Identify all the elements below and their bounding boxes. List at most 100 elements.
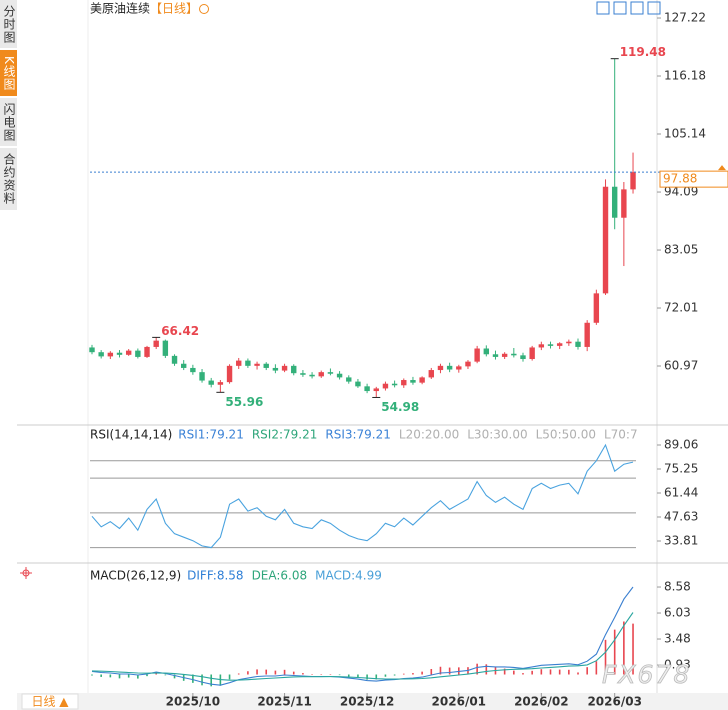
y-tick-label: 47.63 [664,509,698,523]
macd-bar [558,669,561,675]
period-button-box[interactable] [21,693,79,710]
legend-item: L50:50.00 [536,428,596,442]
line-series [91,443,634,549]
line-series [91,612,634,681]
candle-body [318,372,324,377]
macd-bar [439,666,442,675]
extreme-label: 66.42 [161,324,199,338]
macd-bar [604,639,607,675]
extreme-label: 55.96 [225,395,263,409]
candle-body [520,355,526,360]
last-price-box [659,170,728,188]
macd-bar [201,674,203,686]
candle-body [483,348,490,355]
y-tick-label: 6.03 [664,606,691,620]
macd-bar [302,673,304,675]
candle-body [556,343,563,346]
macd-icon[interactable] [20,567,32,579]
candle-body [529,347,535,360]
y-tick-label: 127.22 [664,11,706,25]
legend-item: L70:7 [604,428,638,442]
legend-item: MACD:4.99 [315,569,382,583]
macd-bar [513,670,515,675]
candle-body [538,344,545,348]
macd-bar [384,674,387,677]
last-price-label: 97.88 [663,172,697,186]
candle-body [373,388,379,392]
candle-body [355,381,361,387]
macd-bar [595,661,598,675]
macd-bar [320,674,323,675]
last-price-arrow [718,165,726,171]
extreme-label: 119.48 [620,45,666,59]
macd-bar [329,674,332,675]
macd-bar [632,623,634,675]
candle-body [171,355,178,364]
macd-bar [100,674,102,677]
macd-bar [485,664,488,675]
macd-bar [109,674,112,678]
y-tick-label: 72.01 [664,301,698,315]
x-tick-label: 2026/02 [514,695,568,709]
macd-bar [311,674,313,675]
candle-body [584,322,590,347]
candle-body [547,344,554,346]
macd-bar [393,674,396,676]
candle-body [621,189,627,218]
toolbar [596,1,661,15]
tool-icon[interactable] [596,1,610,15]
x-tick-label: 2025/12 [340,695,394,709]
x-tick-label: 2025/11 [257,695,311,709]
tab-flash[interactable]: 闪电图 [0,98,17,148]
tool-icon[interactable] [613,1,627,15]
legend-item: DEA:6.08 [252,569,308,583]
macd-bar [127,674,130,678]
period-button[interactable]: 日线 ▲ [31,695,69,709]
tab-contract[interactable]: 合约资料 [0,148,17,212]
candle-body [107,352,114,357]
macd-bar [164,674,167,676]
candle-body [401,380,407,386]
candle-body [98,352,104,357]
tab-time[interactable]: 分时图 [0,0,17,50]
macd-bar [540,669,543,675]
legend-item: RSI3:79.21 [325,428,391,442]
macd-bar [192,674,194,683]
macd-bar [292,671,295,675]
candle-body [593,293,600,323]
tool-icon[interactable] [647,1,661,15]
y-tick-label: 89.06 [664,437,698,451]
tab-kline[interactable]: K线图 [0,50,17,98]
macd-bar [421,671,423,675]
candle-body [236,360,242,366]
tool-icon[interactable] [630,1,644,15]
macd-bar [402,673,405,675]
macd-bar [338,674,341,676]
macd-bar [228,674,231,680]
candle-body [327,372,334,374]
macd-bar [91,674,93,676]
candle-body [391,383,398,386]
y-tick-label: 75.25 [664,461,698,475]
candle-body [181,363,187,368]
candle-body [226,365,233,383]
candle-body [602,186,609,294]
legend-item: L30:30.00 [467,428,527,442]
y-tick-label: 0.93 [664,658,691,672]
candle-body [162,340,169,356]
macd-bar [503,668,506,675]
macd-bar [347,674,350,677]
y-tick-label: 60.97 [664,359,698,373]
candle-body [611,186,618,218]
macd-bar [173,674,176,679]
y-tick-label: 61.44 [664,485,698,499]
macd-bar [476,663,478,675]
candle-body [116,352,123,355]
chart-period: 【日线】 [150,2,198,16]
period-toggle[interactable] [199,4,210,14]
line-series [91,586,634,686]
macd-bar [375,674,378,680]
y-tick-label: 94.09 [664,185,698,199]
macd-bar [357,674,359,678]
